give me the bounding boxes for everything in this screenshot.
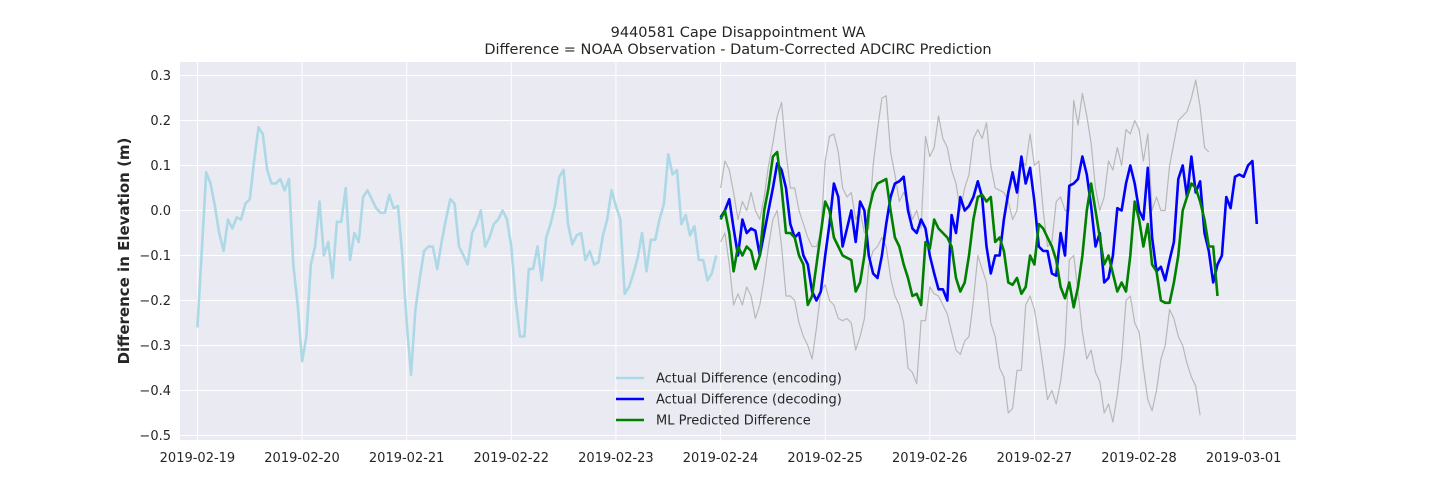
legend-label: ML Predicted Difference	[656, 414, 811, 429]
y-tick-label: 0.0	[150, 204, 171, 219]
x-tick-label: 2019-02-26	[892, 451, 968, 466]
y-tick-label: 0.3	[150, 69, 171, 84]
x-tick-label: 2019-02-28	[1101, 451, 1177, 466]
y-axis: 0.3 0.2 0.1 0.0 −0.1 −0.2 −0.3 −0.4 −0.5	[139, 69, 171, 444]
y-tick-label: −0.5	[139, 429, 171, 444]
x-tick-label: 2019-02-20	[264, 451, 340, 466]
chart-title-line1: 9440581 Cape Disappointment WA	[611, 25, 866, 41]
y-axis-label: Difference in Elevation (m)	[115, 138, 133, 365]
x-tick-label: 2019-02-19	[160, 451, 236, 466]
x-tick-label: 2019-03-01	[1206, 451, 1282, 466]
x-tick-label: 2019-02-24	[683, 451, 759, 466]
x-tick-label: 2019-02-27	[997, 451, 1073, 466]
y-tick-label: 0.2	[150, 114, 171, 129]
y-tick-label: −0.4	[139, 384, 171, 399]
legend-label: Actual Difference (encoding)	[656, 372, 842, 387]
legend: Actual Difference (encoding) Actual Diffe…	[616, 372, 842, 429]
x-axis: 2019-02-19 2019-02-20 2019-02-21 2019-02-22…	[160, 451, 1282, 466]
y-tick-label: −0.2	[139, 294, 171, 309]
series-actual-encoding	[196, 126, 718, 377]
x-tick-label: 2019-02-23	[578, 451, 654, 466]
legend-label: Actual Difference (decoding)	[656, 393, 842, 408]
series-actual-decoding	[719, 155, 1259, 302]
y-tick-label: −0.3	[139, 339, 171, 354]
x-tick-label: 2019-02-21	[369, 451, 445, 466]
series-ml-predicted	[719, 150, 1219, 309]
series-lower-bound	[720, 209, 1201, 423]
chart-title-line2: Difference = NOAA Observation - Datum-Co…	[484, 42, 991, 58]
series-layer	[196, 79, 1259, 423]
x-tick-label: 2019-02-25	[787, 451, 863, 466]
x-tick-label: 2019-02-22	[474, 451, 550, 466]
series-upper-bound	[720, 79, 1210, 248]
grid	[180, 62, 1296, 440]
y-tick-label: 0.1	[150, 159, 171, 174]
y-tick-label: −0.1	[139, 249, 171, 264]
